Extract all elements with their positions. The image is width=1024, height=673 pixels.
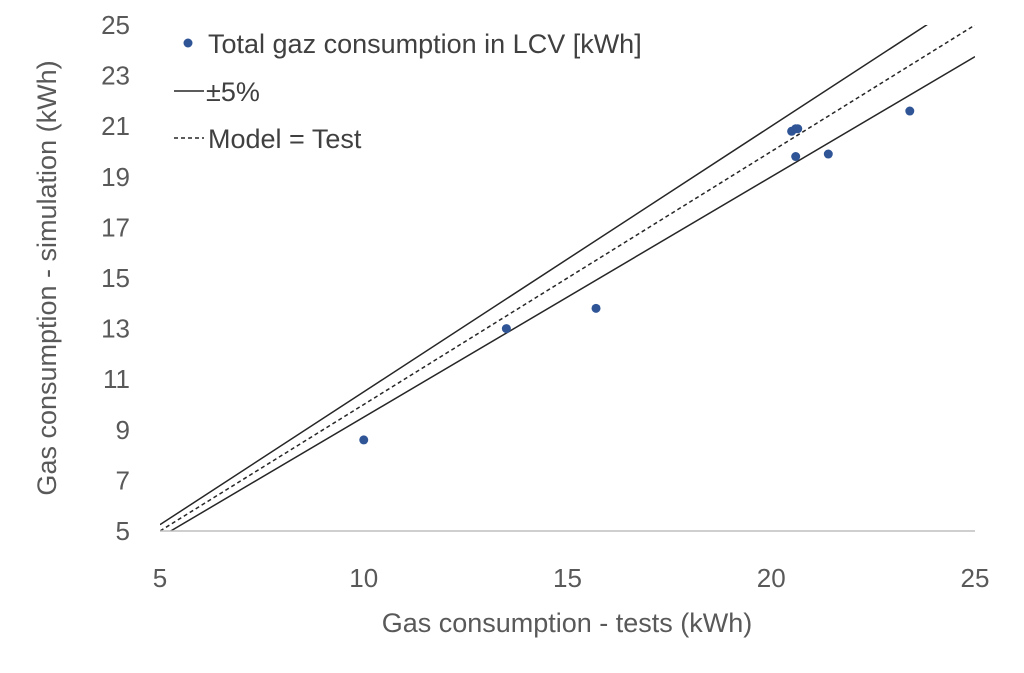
data-point [791, 152, 801, 162]
y-tick-label: 11 [103, 364, 130, 394]
data-point [591, 303, 601, 313]
data-point [823, 149, 833, 159]
identity-line [160, 25, 975, 531]
data-point [359, 435, 369, 445]
data-point [501, 324, 511, 334]
legend-marker-points [183, 38, 193, 48]
x-tick-labels: 5 10 15 20 25 [153, 563, 990, 593]
y-tick-label: 5 [116, 516, 130, 546]
data-points [359, 106, 915, 445]
reference-lines [160, 25, 975, 531]
x-tick-label: 5 [153, 563, 167, 593]
y-tick-label: 13 [101, 314, 130, 344]
legend: Total gaz consumption in LCV [kWh] ±5% M… [174, 29, 642, 154]
legend-label-points: Total gaz consumption in LCV [kWh] [208, 29, 642, 59]
legend-label-band: ±5% [206, 77, 260, 107]
x-axis-title: Gas consumption - tests (kWh) [382, 608, 753, 638]
y-tick-label: 25 [101, 10, 130, 40]
x-tick-label: 20 [757, 563, 786, 593]
data-point [905, 106, 915, 116]
legend-label-identity: Model = Test [208, 124, 362, 154]
x-tick-label: 25 [961, 563, 990, 593]
y-tick-labels: 5 7 9 11 13 15 17 19 21 23 25 [101, 10, 130, 546]
x-tick-label: 15 [553, 563, 582, 593]
y-axis-title: Gas consumption - simulation (kWh) [32, 60, 62, 495]
data-point [793, 124, 803, 134]
y-tick-label: 17 [101, 212, 130, 242]
y-tick-label: 19 [101, 162, 130, 192]
x-tick-label: 10 [349, 563, 378, 593]
y-tick-label: 7 [116, 465, 130, 495]
y-tick-label: 21 [101, 111, 130, 141]
lower-5pct-line [169, 55, 975, 531]
y-tick-label: 9 [116, 415, 130, 445]
y-tick-label: 23 [101, 61, 130, 91]
upper-5pct-line [160, 25, 928, 526]
y-tick-label: 15 [101, 263, 130, 293]
